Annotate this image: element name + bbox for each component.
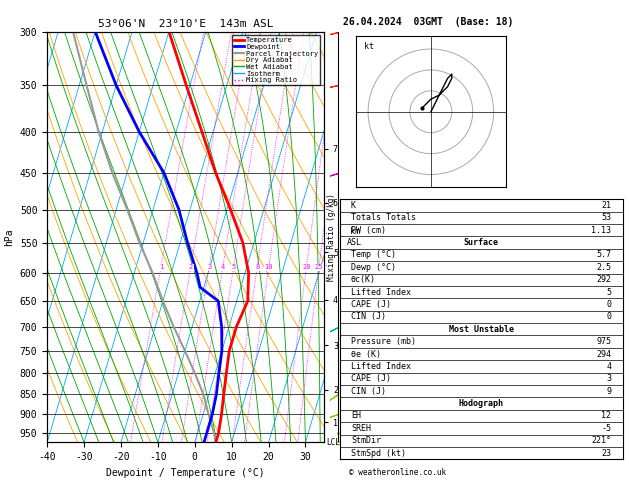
Text: 292: 292 [596,275,611,284]
Text: 12: 12 [601,412,611,420]
Text: Lifted Index: Lifted Index [351,288,411,296]
Text: Totals Totals: Totals Totals [351,213,416,222]
Text: 23: 23 [601,449,611,458]
Text: Dewp (°C): Dewp (°C) [351,263,396,272]
Text: 5: 5 [231,264,236,270]
Text: 1.13: 1.13 [591,226,611,235]
Title: 53°06'N  23°10'E  143m ASL: 53°06'N 23°10'E 143m ASL [97,19,274,30]
Text: Most Unstable: Most Unstable [448,325,514,334]
Y-axis label: km
ASL: km ASL [347,227,362,246]
Text: 25: 25 [314,264,323,270]
Text: θc(K): θc(K) [351,275,376,284]
Text: 4: 4 [606,362,611,371]
Text: 2.5: 2.5 [596,263,611,272]
Text: 0: 0 [606,312,611,321]
Text: 53: 53 [601,213,611,222]
Text: 294: 294 [596,349,611,359]
Text: Surface: Surface [464,238,499,247]
Text: kt: kt [364,42,374,51]
Text: EH: EH [351,412,361,420]
Text: PW (cm): PW (cm) [351,226,386,235]
Text: CAPE (J): CAPE (J) [351,300,391,309]
Text: LCL: LCL [326,438,340,447]
Text: CIN (J): CIN (J) [351,387,386,396]
Text: StmDir: StmDir [351,436,381,445]
Text: 10: 10 [265,264,273,270]
Text: CAPE (J): CAPE (J) [351,374,391,383]
X-axis label: Dewpoint / Temperature (°C): Dewpoint / Temperature (°C) [106,468,265,478]
Text: 5.7: 5.7 [596,250,611,260]
Text: -5: -5 [601,424,611,433]
Text: 1: 1 [159,264,163,270]
Text: SREH: SREH [351,424,371,433]
Text: CIN (J): CIN (J) [351,312,386,321]
Text: 9: 9 [606,387,611,396]
Y-axis label: hPa: hPa [4,228,14,246]
Text: θe (K): θe (K) [351,349,381,359]
Text: 20: 20 [302,264,311,270]
Text: 3: 3 [606,374,611,383]
Text: 975: 975 [596,337,611,346]
Text: Hodograph: Hodograph [459,399,504,408]
Text: Pressure (mb): Pressure (mb) [351,337,416,346]
Text: K: K [351,201,356,210]
Text: Mixing Ratio (g/kg): Mixing Ratio (g/kg) [327,193,336,281]
Text: 5: 5 [606,288,611,296]
Text: 4: 4 [221,264,225,270]
Text: Temp (°C): Temp (°C) [351,250,396,260]
Text: Lifted Index: Lifted Index [351,362,411,371]
Text: 2: 2 [189,264,193,270]
Legend: Temperature, Dewpoint, Parcel Trajectory, Dry Adiabat, Wet Adiabat, Isotherm, Mi: Temperature, Dewpoint, Parcel Trajectory… [231,35,320,86]
Text: StmSpd (kt): StmSpd (kt) [351,449,406,458]
Text: © weatheronline.co.uk: © weatheronline.co.uk [349,468,446,477]
Text: 8: 8 [255,264,259,270]
Text: 221°: 221° [591,436,611,445]
Text: 21: 21 [601,201,611,210]
Text: 26.04.2024  03GMT  (Base: 18): 26.04.2024 03GMT (Base: 18) [343,17,513,27]
Text: 3: 3 [207,264,211,270]
Text: 0: 0 [606,300,611,309]
